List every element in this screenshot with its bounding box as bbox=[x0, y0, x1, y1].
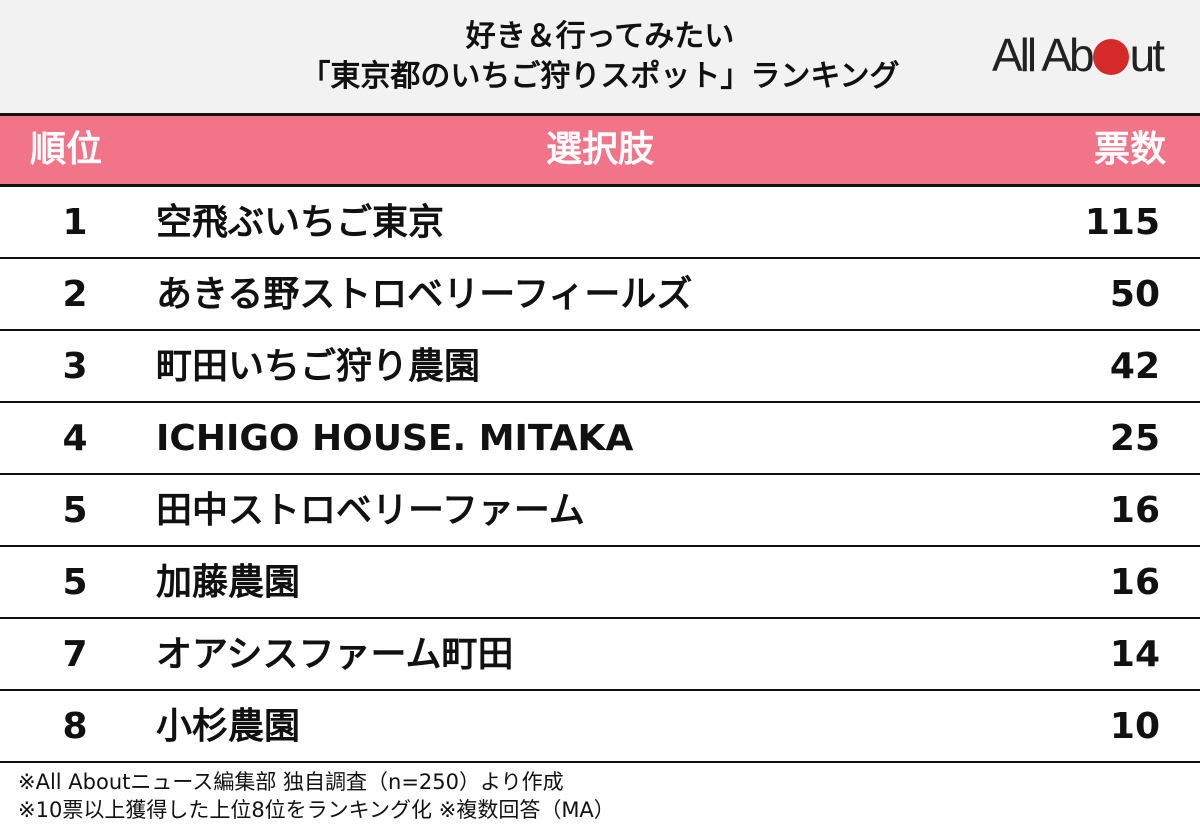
rank-cell: 2 bbox=[62, 274, 88, 315]
votes-cell: 50 bbox=[1109, 274, 1160, 315]
choice-cell: あきる野ストロベリーフィールズ bbox=[156, 274, 693, 315]
choice-cell: 空飛ぶいちご東京 bbox=[156, 202, 445, 243]
table-header: 順位 選択肢 票数 bbox=[0, 113, 1200, 187]
rank-cell: 5 bbox=[62, 490, 88, 531]
rank-cell: 8 bbox=[62, 706, 88, 747]
choice-cell: オアシスファーム町田 bbox=[156, 634, 514, 675]
logo-text-left: All Ab bbox=[992, 29, 1095, 81]
choice-cell: 町田いちご狩り農園 bbox=[156, 346, 481, 387]
rank-cell: 3 bbox=[62, 346, 88, 387]
votes-cell: 14 bbox=[1109, 634, 1160, 675]
rank-cell: 7 bbox=[62, 634, 88, 675]
rank-cell: 4 bbox=[62, 418, 88, 459]
table-row: 5 田中ストロベリーファーム 16 bbox=[0, 475, 1200, 547]
rank-cell: 1 bbox=[62, 202, 88, 243]
table-row: 1 空飛ぶいちご東京 115 bbox=[0, 187, 1200, 259]
allabout-logo: All Ab ut bbox=[992, 29, 1165, 81]
title-band: 好き＆行ってみたい 「東京都のいちご狩りスポット」ランキング All Ab ut bbox=[0, 0, 1200, 114]
chart-title-line2: 「東京都のいちご狩りスポット」ランキング bbox=[300, 59, 900, 94]
votes-cell: 10 bbox=[1109, 706, 1160, 747]
table-row: 7 オアシスファーム町田 14 bbox=[0, 619, 1200, 691]
footnote-source: ※All Aboutニュース編集部 独自調査（n=250）より作成 bbox=[18, 770, 564, 794]
table-row: 5 加藤農園 16 bbox=[0, 547, 1200, 619]
table-row: 8 小杉農園 10 bbox=[0, 691, 1200, 763]
rank-cell: 5 bbox=[62, 562, 88, 603]
votes-cell: 16 bbox=[1109, 490, 1160, 531]
logo-red-dot-icon bbox=[1092, 39, 1129, 75]
column-header-choice: 選択肢 bbox=[545, 129, 654, 170]
chart-title-line1: 好き＆行ってみたい bbox=[465, 19, 735, 54]
choice-cell: 田中ストロベリーファーム bbox=[156, 490, 585, 531]
choice-cell: ICHIGO HOUSE. MITAKA bbox=[156, 418, 634, 459]
table-row: 2 あきる野ストロベリーフィールズ 50 bbox=[0, 259, 1200, 331]
votes-cell: 16 bbox=[1109, 562, 1160, 603]
footnotes: ※All Aboutニュース編集部 独自調査（n=250）より作成 ※10票以上… bbox=[18, 768, 615, 824]
footnote-method: ※10票以上獲得した上位8位をランキング化 ※複数回答（MA） bbox=[18, 798, 615, 822]
column-header-rank: 順位 bbox=[30, 129, 103, 170]
column-header-votes: 票数 bbox=[1093, 129, 1166, 170]
logo-text-right: ut bbox=[1129, 29, 1165, 81]
table-row: 4 ICHIGO HOUSE. MITAKA 25 bbox=[0, 403, 1200, 475]
table-row: 3 町田いちご狩り農園 42 bbox=[0, 331, 1200, 403]
choice-cell: 小杉農園 bbox=[156, 706, 301, 747]
votes-cell: 115 bbox=[1084, 202, 1160, 243]
votes-cell: 42 bbox=[1109, 346, 1160, 387]
votes-cell: 25 bbox=[1109, 418, 1160, 459]
choice-cell: 加藤農園 bbox=[156, 562, 301, 603]
